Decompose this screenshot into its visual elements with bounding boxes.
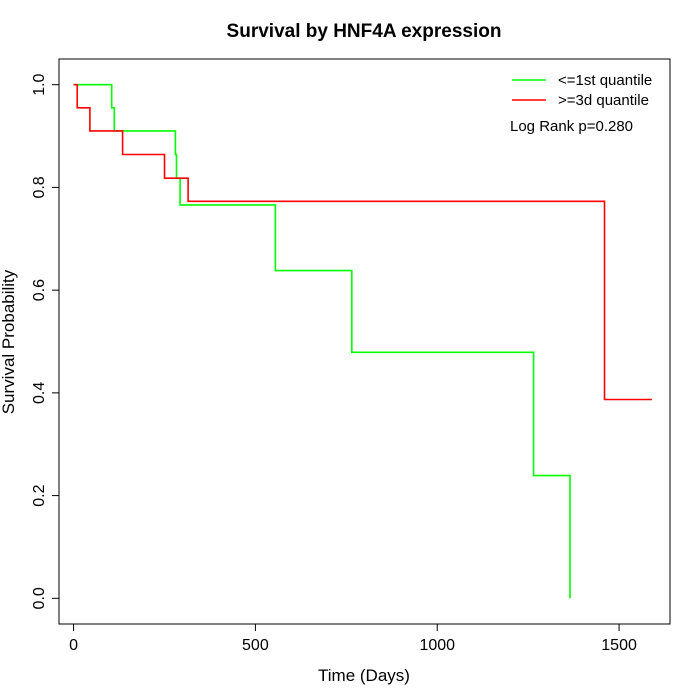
legend-label-1: >=3d quantile [558, 92, 649, 109]
y-tick-label: 1.0 [31, 73, 48, 95]
y-tick-label: 0.8 [31, 176, 48, 198]
y-tick-label: 0.4 [31, 382, 48, 404]
y-axis: 0.0 0.2 0.4 0.6 0.8 1.0 [31, 73, 59, 609]
y-tick-label: 0.0 [31, 587, 48, 609]
y-tick-label: 0.6 [31, 279, 48, 301]
plot-frame [58, 58, 671, 625]
y-axis-label: Survival Probability [0, 269, 18, 414]
log-rank-annotation: Log Rank p=0.280 [510, 118, 633, 135]
x-tick-label: 500 [242, 637, 269, 654]
chart-title: Survival by HNF4A expression [227, 21, 502, 42]
legend: <=1st quantile >=3d quantile [512, 72, 652, 109]
x-tick-label: 1500 [601, 637, 637, 654]
series-layer [73, 83, 652, 599]
x-axis: 0 500 1000 1500 [69, 624, 637, 654]
y-tick-label: 0.2 [31, 484, 48, 506]
x-tick-label: 1000 [419, 637, 455, 654]
series-line-1 [73, 83, 652, 401]
legend-label-0: <=1st quantile [558, 72, 652, 89]
x-axis-label: Time (Days) [318, 666, 410, 685]
series-line-0 [73, 83, 571, 599]
x-tick-label: 0 [69, 637, 78, 654]
